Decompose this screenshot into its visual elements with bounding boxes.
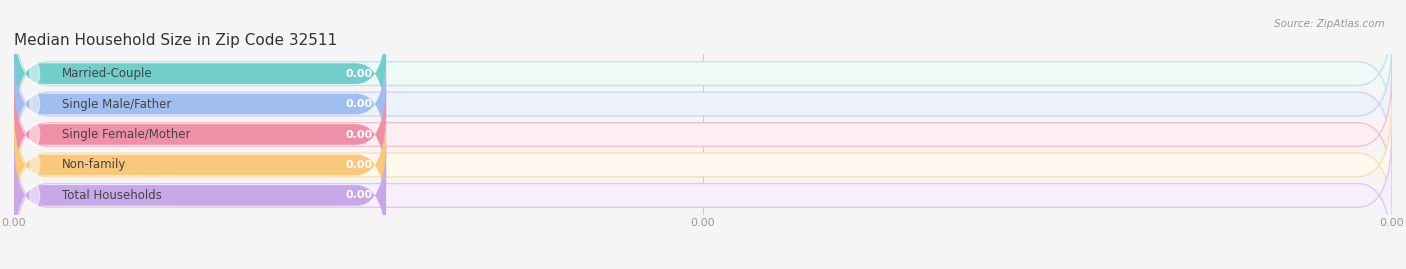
- FancyBboxPatch shape: [14, 108, 387, 222]
- FancyBboxPatch shape: [14, 101, 1392, 229]
- Circle shape: [30, 124, 39, 145]
- FancyBboxPatch shape: [14, 139, 387, 252]
- FancyBboxPatch shape: [14, 131, 1392, 260]
- Text: 0.00: 0.00: [346, 129, 373, 140]
- Circle shape: [30, 185, 39, 206]
- Text: Single Female/Mother: Single Female/Mother: [62, 128, 191, 141]
- FancyBboxPatch shape: [14, 78, 387, 191]
- Text: 0.00: 0.00: [346, 69, 373, 79]
- Text: 0.00: 0.00: [346, 190, 373, 200]
- FancyBboxPatch shape: [14, 47, 387, 161]
- Text: 0.00: 0.00: [346, 99, 373, 109]
- Circle shape: [30, 63, 39, 84]
- Circle shape: [30, 93, 39, 115]
- FancyBboxPatch shape: [14, 9, 1392, 138]
- FancyBboxPatch shape: [14, 17, 387, 130]
- Circle shape: [30, 154, 39, 176]
- Text: Single Male/Father: Single Male/Father: [62, 98, 172, 111]
- FancyBboxPatch shape: [14, 40, 1392, 168]
- FancyBboxPatch shape: [14, 70, 1392, 199]
- Text: 0.00: 0.00: [346, 160, 373, 170]
- Text: Source: ZipAtlas.com: Source: ZipAtlas.com: [1274, 19, 1385, 29]
- Text: Total Households: Total Households: [62, 189, 162, 202]
- Text: Median Household Size in Zip Code 32511: Median Household Size in Zip Code 32511: [14, 33, 337, 48]
- Text: Married-Couple: Married-Couple: [62, 67, 153, 80]
- Text: Non-family: Non-family: [62, 158, 127, 171]
